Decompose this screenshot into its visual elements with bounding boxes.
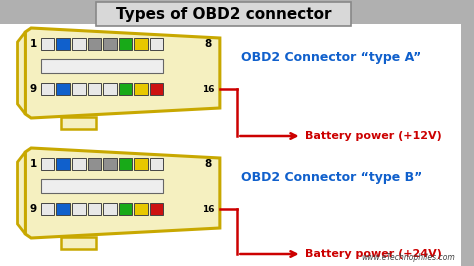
Bar	[103, 83, 117, 95]
Text: Types of OBD2 connector: Types of OBD2 connector	[116, 7, 331, 22]
Bar	[103, 203, 117, 215]
Bar	[41, 59, 164, 73]
FancyBboxPatch shape	[61, 117, 96, 129]
Text: 9: 9	[29, 204, 36, 214]
Text: 8: 8	[205, 159, 212, 169]
Text: 16: 16	[202, 205, 214, 214]
Polygon shape	[25, 148, 220, 238]
Text: 8: 8	[205, 39, 212, 49]
Text: 1: 1	[29, 39, 36, 49]
Text: OBD2 Connector “type B”: OBD2 Connector “type B”	[241, 172, 422, 185]
Text: 9: 9	[29, 84, 36, 94]
Bar	[56, 83, 70, 95]
Bar	[118, 38, 132, 50]
Text: www.eTechnophiles.com: www.eTechnophiles.com	[362, 253, 456, 262]
Bar	[134, 38, 148, 50]
Bar	[150, 38, 164, 50]
Bar	[150, 203, 164, 215]
Bar	[134, 158, 148, 170]
Bar	[41, 203, 55, 215]
Text: Battery power (+24V): Battery power (+24V)	[305, 249, 442, 259]
FancyBboxPatch shape	[96, 2, 351, 26]
Bar	[41, 158, 55, 170]
Polygon shape	[18, 32, 25, 114]
Bar	[56, 38, 70, 50]
Bar	[41, 83, 55, 95]
FancyBboxPatch shape	[61, 237, 96, 249]
Bar	[72, 83, 86, 95]
Bar	[88, 203, 101, 215]
Polygon shape	[18, 152, 25, 234]
Bar	[88, 83, 101, 95]
Bar	[56, 158, 70, 170]
Bar	[88, 158, 101, 170]
Bar	[150, 83, 164, 95]
Bar	[150, 158, 164, 170]
Bar	[72, 158, 86, 170]
Text: 16: 16	[202, 85, 214, 94]
Bar	[134, 83, 148, 95]
Bar	[41, 38, 55, 50]
Bar	[118, 158, 132, 170]
Bar	[72, 203, 86, 215]
Polygon shape	[25, 28, 220, 118]
Text: Battery power (+12V): Battery power (+12V)	[305, 131, 442, 141]
Bar	[118, 203, 132, 215]
Bar	[103, 38, 117, 50]
Text: OBD2 Connector “type A”: OBD2 Connector “type A”	[241, 52, 421, 64]
Bar	[134, 203, 148, 215]
Bar	[118, 83, 132, 95]
Bar	[56, 203, 70, 215]
Bar	[88, 38, 101, 50]
Text: 1: 1	[29, 159, 36, 169]
Bar	[72, 38, 86, 50]
Bar	[41, 179, 164, 193]
Bar	[103, 158, 117, 170]
